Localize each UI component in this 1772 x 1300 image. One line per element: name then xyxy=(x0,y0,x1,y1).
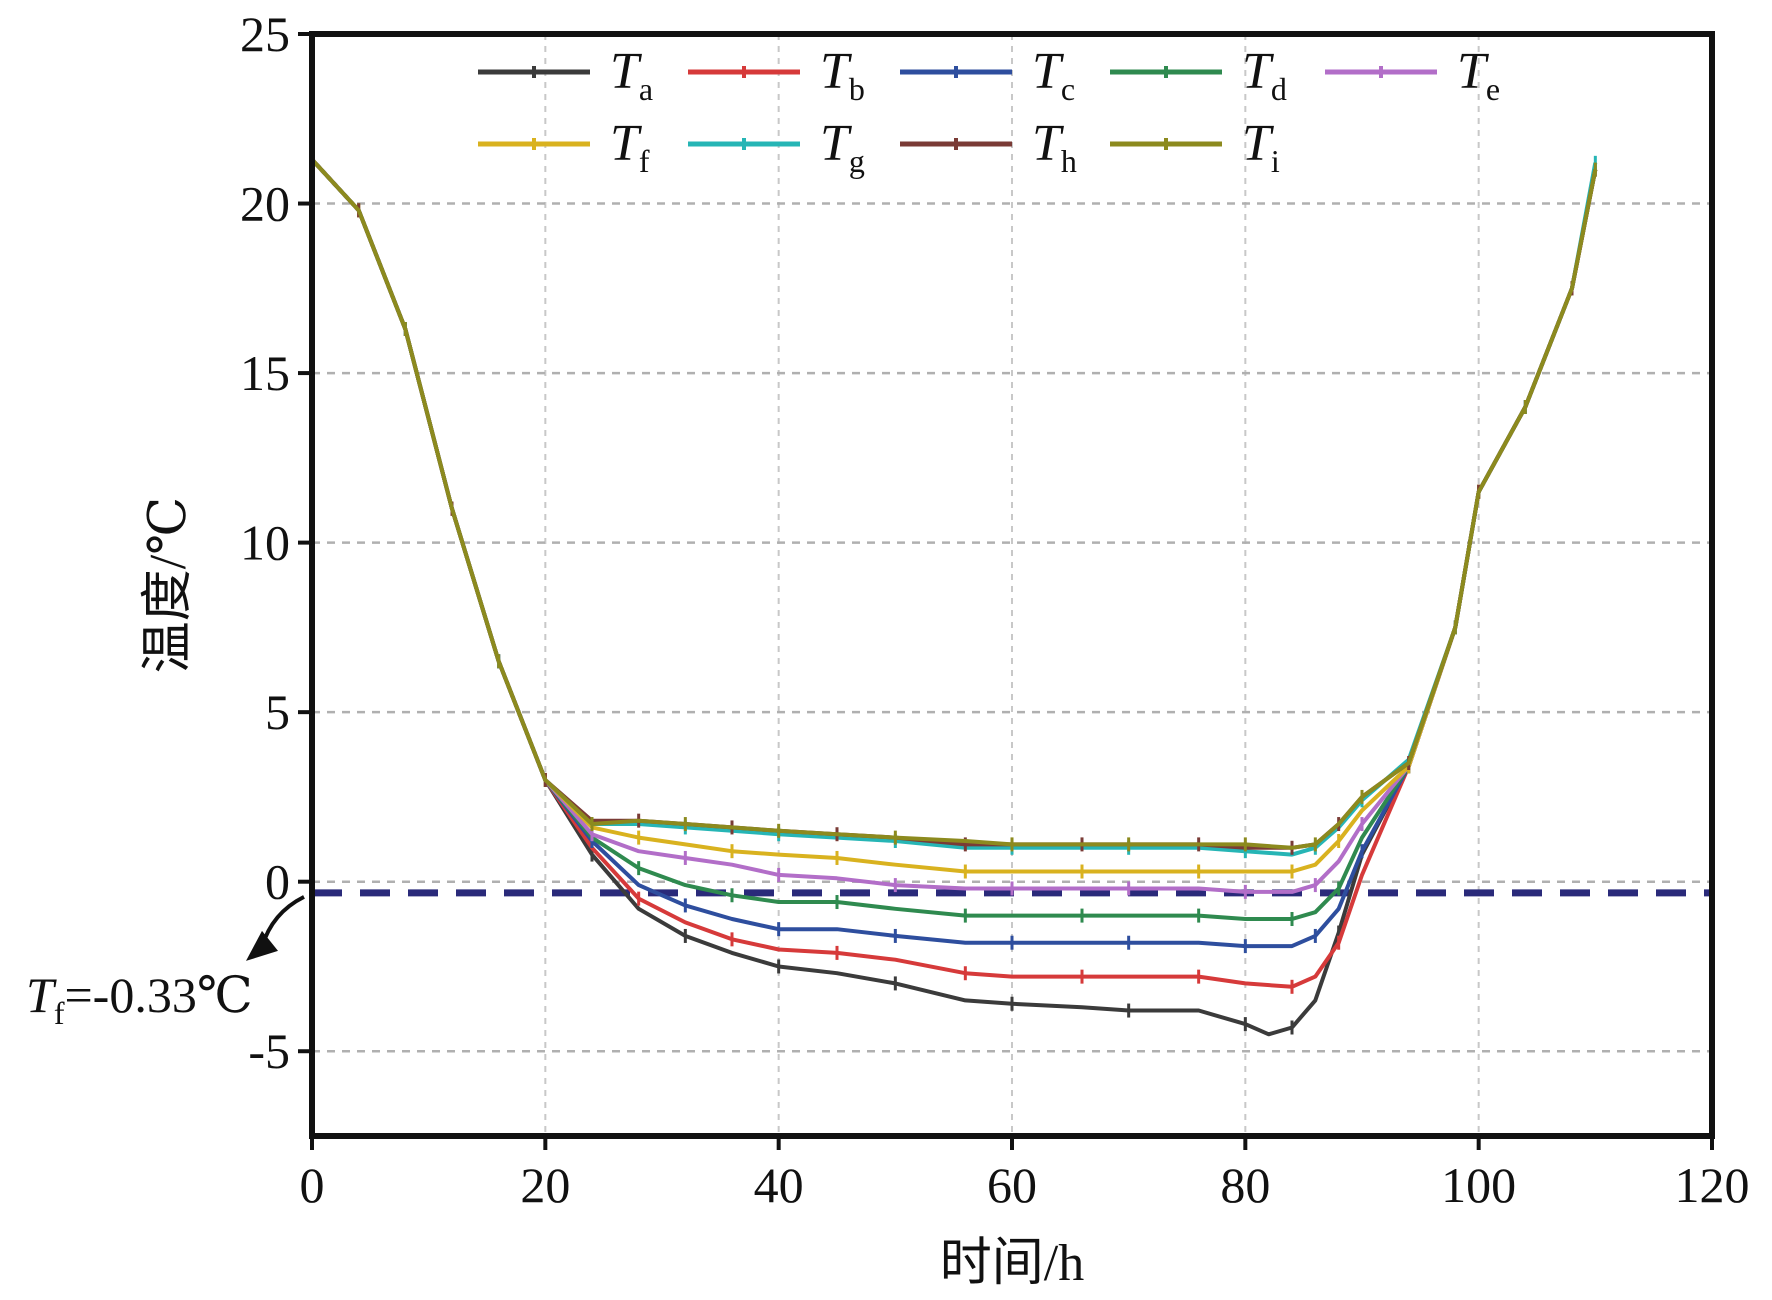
x-axis: 0 20 40 60 80 100 120 xyxy=(300,1136,1750,1213)
x-tick-label: 120 xyxy=(1675,1157,1750,1213)
legend-label-sub: h xyxy=(1061,143,1077,179)
legend-label: Tf xyxy=(610,115,650,179)
annotation-label: Tf=-0.33℃ xyxy=(26,967,253,1031)
legend-item-g: Tg xyxy=(688,115,865,179)
annotation-label-sub: f xyxy=(54,995,65,1031)
y-tick-label: 15 xyxy=(240,345,290,401)
legend-label-sub: b xyxy=(849,71,865,107)
legend-label: Tb xyxy=(820,43,865,107)
legend-label-sub: f xyxy=(639,143,650,179)
legend-label-main: T xyxy=(820,43,852,100)
y-tick-label: 20 xyxy=(240,176,290,232)
legend-label: Td xyxy=(1242,43,1287,107)
freezing-point-annotation: Tf=-0.33℃ xyxy=(26,895,305,1031)
annotation-label-rest: =-0.33℃ xyxy=(64,967,252,1023)
y-tick-label: -5 xyxy=(248,1023,290,1079)
x-tick-label: 80 xyxy=(1220,1157,1270,1213)
legend-label-sub: d xyxy=(1271,71,1287,107)
legend-label: Tg xyxy=(820,115,865,179)
legend-label: Th xyxy=(1032,115,1077,179)
legend-label-main: T xyxy=(1457,43,1489,100)
y-tick-label: 25 xyxy=(240,6,290,62)
y-tick-label: 0 xyxy=(265,854,290,910)
x-tick-label: 0 xyxy=(300,1157,325,1213)
legend-label-main: T xyxy=(1032,43,1064,100)
legend-item-e: Te xyxy=(1325,43,1500,107)
legend-label-main: T xyxy=(610,43,642,100)
legend-label-main: T xyxy=(1032,115,1064,172)
grid-lines xyxy=(312,34,1712,1136)
series-i xyxy=(310,152,1598,852)
x-tick-label: 40 xyxy=(754,1157,804,1213)
x-tick-label: 100 xyxy=(1441,1157,1516,1213)
legend-item-a: Ta xyxy=(478,43,653,107)
legend-label-sub: a xyxy=(639,71,653,107)
legend-label-sub: g xyxy=(849,143,865,179)
legend-item-i: Ti xyxy=(1110,115,1280,179)
y-tick-label: 5 xyxy=(265,684,290,740)
legend-label: Tc xyxy=(1032,43,1075,107)
legend-label-sub: i xyxy=(1271,143,1280,179)
legend-item-b: Tb xyxy=(688,43,865,107)
y-axis-title: 温度/℃ xyxy=(140,497,197,674)
legend-label: Te xyxy=(1457,43,1500,107)
legend-label-main: T xyxy=(1242,115,1274,172)
x-tick-label: 20 xyxy=(520,1157,570,1213)
annotation-arrowhead xyxy=(246,930,278,961)
legend-label-main: T xyxy=(820,115,852,172)
legend-item-h: Th xyxy=(900,115,1077,179)
legend-label-main: T xyxy=(1242,43,1274,100)
legend-label-sub: e xyxy=(1486,71,1500,107)
x-tick-label: 60 xyxy=(987,1157,1037,1213)
series-layer xyxy=(310,152,1598,1037)
legend-label: Ta xyxy=(610,43,653,107)
legend-label: Ti xyxy=(1242,115,1280,179)
legend-item-d: Td xyxy=(1110,43,1287,107)
legend-label-main: T xyxy=(610,115,642,172)
legend-item-f: Tf xyxy=(478,115,650,179)
y-axis: -5 0 5 10 15 20 25 xyxy=(240,6,312,1079)
annotation-label-main: T xyxy=(26,967,57,1023)
y-tick-label: 10 xyxy=(240,515,290,571)
legend-item-c: Tc xyxy=(900,43,1075,107)
legend-label-sub: c xyxy=(1061,71,1075,107)
x-axis-title: 时间/h xyxy=(940,1235,1084,1292)
